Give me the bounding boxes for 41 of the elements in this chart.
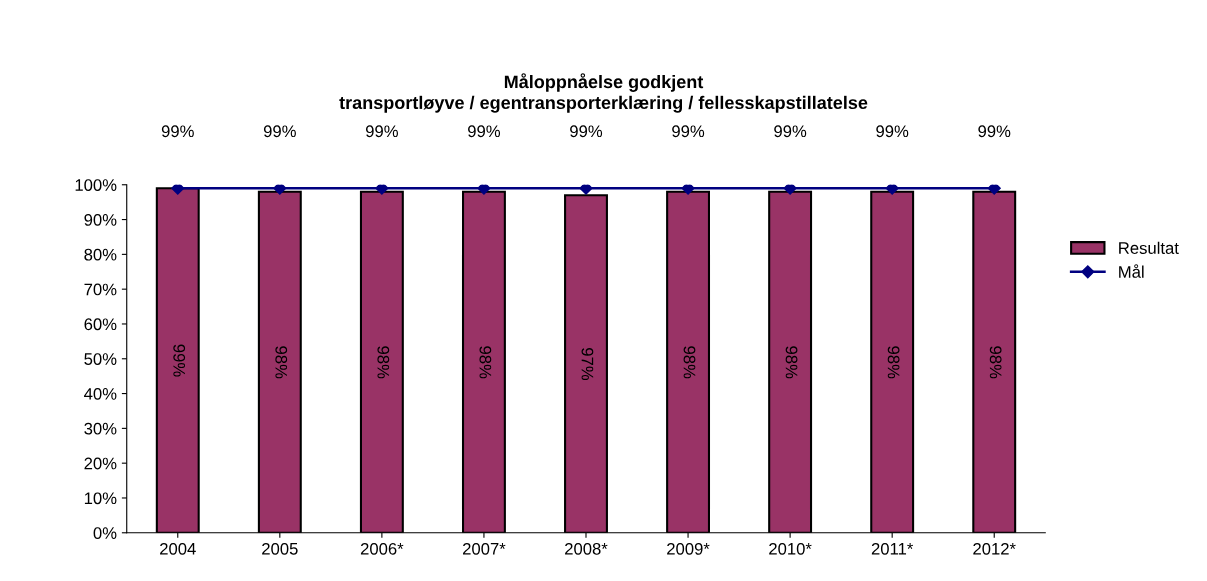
y-tick-label: 60% (84, 318, 117, 331)
data-label: 99% (978, 125, 1011, 138)
data-label: 99% (468, 125, 501, 138)
y-tick-label: 10% (84, 492, 117, 505)
x-tick-label: 2004 (160, 542, 196, 555)
data-label: 98% (785, 346, 798, 379)
x-tick-label: 2008* (565, 542, 608, 555)
data-label: 98% (683, 346, 696, 379)
x-tick-label: 2005 (262, 542, 298, 555)
data-label: 99% (173, 344, 186, 377)
legend-label: Resultat (1119, 241, 1179, 254)
y-tick-label: 70% (84, 283, 117, 296)
legend-label: Mål (1119, 264, 1144, 278)
x-tick-label: 2006* (360, 542, 404, 555)
data-label: 99% (365, 125, 398, 138)
x-tick-label: 2007* (463, 542, 506, 555)
y-tick-label: 40% (84, 387, 117, 400)
data-label: 99% (774, 125, 807, 138)
x-tick-label: 2011* (871, 542, 914, 555)
data-label: 98% (989, 346, 1002, 379)
data-label: 99% (876, 125, 909, 138)
y-tick-label: 50% (84, 353, 117, 365)
data-label: 99% (570, 125, 603, 138)
chart-title: Måloppnåelse godkjent transportløyve / egentransporterklæring / fellesskapstillatelse (339, 73, 868, 113)
data-label: 99% (161, 125, 194, 138)
data-label: 98% (479, 346, 492, 379)
data-label: 97% (581, 348, 594, 381)
y-tick-label: 90% (84, 213, 117, 226)
data-label: 98% (275, 346, 288, 379)
y-tick-label: 100% (75, 179, 117, 191)
y-tick-label: 20% (84, 457, 117, 470)
y-tick-label: 0% (93, 527, 117, 539)
data-label: 99% (672, 125, 705, 138)
y-tick-label: 30% (84, 422, 117, 435)
data-label: 98% (887, 346, 900, 379)
data-label: 99% (263, 125, 296, 138)
x-tick-label: 2010* (769, 542, 812, 555)
y-tick-label: 80% (84, 248, 117, 261)
x-tick-label: 2012* (973, 542, 1016, 555)
x-tick-label: 2009* (667, 542, 710, 555)
data-label: 98% (377, 346, 390, 379)
